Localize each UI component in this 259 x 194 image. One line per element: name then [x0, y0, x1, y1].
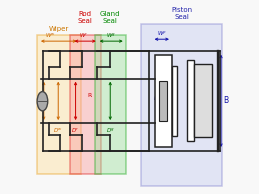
Text: $W^p$: $W^p$	[157, 30, 167, 38]
Text: Rod
Seal: Rod Seal	[78, 11, 93, 24]
Text: $D^w$: $D^w$	[53, 126, 63, 135]
Bar	[187, 60, 194, 141]
Text: Wiper: Wiper	[49, 26, 69, 31]
Bar	[155, 55, 172, 147]
Text: $D^g$: $D^g$	[106, 126, 115, 135]
Bar	[159, 81, 167, 121]
Ellipse shape	[37, 92, 48, 111]
Bar	[141, 24, 222, 186]
Text: $W^r$: $W^r$	[80, 31, 89, 40]
Text: $D^p$: $D^p$	[153, 95, 162, 103]
Text: $D^r$: $D^r$	[71, 126, 80, 135]
Bar	[172, 66, 177, 136]
Text: R: R	[87, 93, 91, 98]
Text: $W^g$: $W^g$	[106, 32, 116, 40]
Bar	[95, 35, 126, 174]
Text: Gland
Seal: Gland Seal	[100, 11, 120, 24]
Text: $W^w$: $W^w$	[45, 32, 56, 40]
Text: Piston
Seal: Piston Seal	[171, 7, 192, 20]
Text: R: R	[42, 93, 46, 98]
Bar	[37, 35, 81, 174]
Text: B: B	[224, 96, 229, 105]
Bar	[70, 35, 100, 174]
Bar	[194, 64, 212, 137]
